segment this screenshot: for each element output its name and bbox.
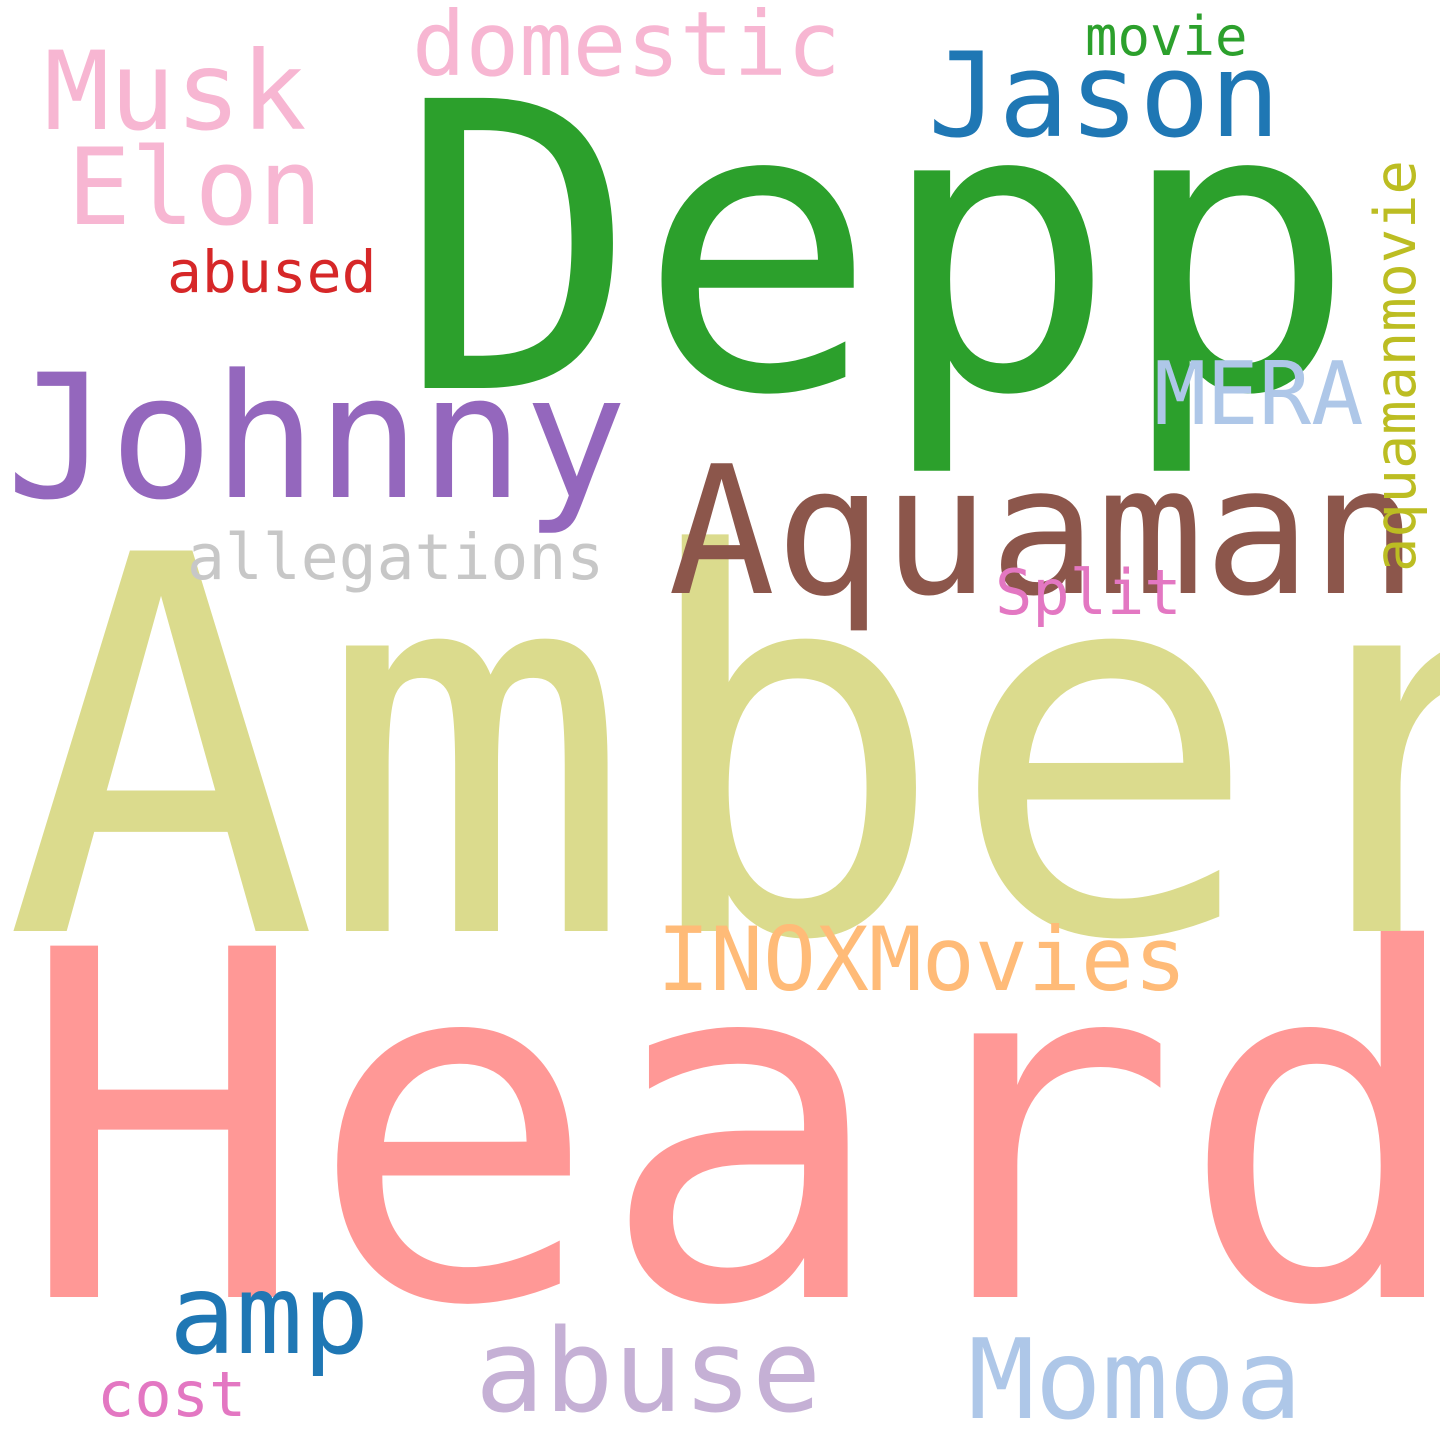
word-heard: Heard	[18, 850, 1440, 1411]
word-aquamanmovie: aquamanmovie	[1363, 160, 1429, 572]
word-mera: MERA	[1154, 343, 1364, 445]
word-momoa: Momoa	[968, 1316, 1303, 1440]
word-elon: Elon	[67, 126, 323, 249]
word-domestic: domestic	[412, 0, 841, 96]
word-jason: Jason	[928, 27, 1281, 164]
word-abused: abused	[167, 238, 377, 306]
word-amp: amp	[169, 1251, 370, 1380]
word-cost: cost	[97, 1358, 247, 1431]
word-allegations: allegations	[187, 521, 605, 594]
word-inoxmovies: INOXMovies	[657, 908, 1187, 1011]
word-movie: movie	[1085, 5, 1248, 68]
word-musk: Musk	[44, 28, 307, 155]
word-depp: Depp	[398, 19, 1357, 482]
word-aquaman: Aquaman	[668, 428, 1419, 635]
word-split: Split	[995, 556, 1182, 629]
word-amber: Amber	[4, 447, 1440, 1055]
word-abuse: abuse	[475, 1305, 822, 1439]
word-johnny: Johnny	[6, 337, 628, 538]
